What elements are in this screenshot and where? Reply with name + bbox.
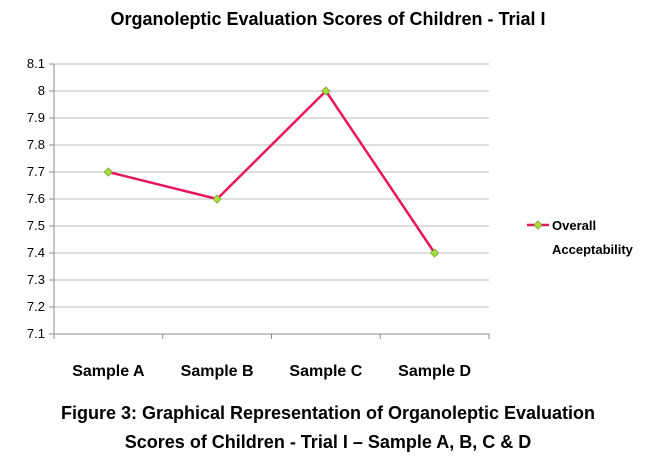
x-tick-label: Sample D	[398, 363, 471, 380]
y-tick-label: 7.2	[27, 299, 45, 314]
caption-line-2: Scores of Children - Trial I – Sample A,…	[124, 432, 532, 452]
y-tick-label: 7.7	[27, 164, 45, 179]
y-tick-label: 7.8	[27, 137, 45, 152]
x-axis-ticks: Sample A Sample B Sample C Sample D	[72, 363, 471, 380]
y-tick-label: 7.1	[27, 326, 45, 341]
y-tick-label: 8.1	[27, 56, 45, 71]
data-point	[321, 86, 331, 96]
y-axis-ticks: 7.1 7.2 7.3 7.4 7.5 7.6 7.7 7.8 7.9 8 8.1	[27, 56, 54, 341]
data-point	[212, 194, 222, 204]
caption-line-1: Figure 3: Graphical Representation of Or…	[60, 403, 596, 423]
chart-title: Organoleptic Evaluation Scores of Childr…	[110, 9, 545, 29]
x-tick-label: Sample A	[72, 363, 145, 380]
y-tick-label: 7.4	[27, 245, 45, 260]
data-point	[430, 248, 440, 258]
y-tick-label: 7.6	[27, 191, 45, 206]
data-point	[103, 167, 113, 177]
y-tick-label: 7.3	[27, 272, 45, 287]
legend-label: Overall	[552, 218, 596, 233]
legend-marker	[533, 220, 543, 230]
x-tick-label: Sample C	[289, 363, 362, 380]
y-tick-label: 7.5	[27, 218, 45, 233]
series-line	[108, 89, 436, 254]
legend: Overall Acceptability	[527, 218, 634, 257]
legend-label: Acceptability	[552, 242, 634, 257]
series-layer	[103, 86, 440, 258]
gridlines	[54, 63, 489, 335]
chart-canvas: Organoleptic Evaluation Scores of Childr…	[27, 9, 634, 380]
y-tick-label: 8	[38, 83, 45, 98]
figure-caption: Figure 3: Graphical Representation of Or…	[0, 399, 656, 457]
x-tick-label: Sample B	[181, 363, 254, 380]
y-tick-label: 7.9	[27, 110, 45, 125]
axes	[53, 64, 490, 339]
